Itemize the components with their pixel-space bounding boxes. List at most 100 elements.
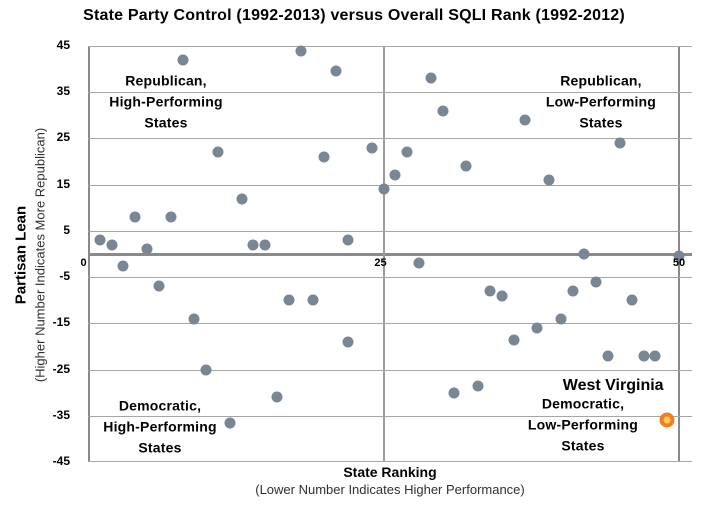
gridline-y-5 (88, 231, 692, 232)
data-point (295, 45, 307, 57)
quadrant-line: States (579, 114, 623, 131)
quadrant-line: Low-Performing (527, 416, 639, 433)
data-point (531, 322, 543, 334)
data-point (129, 211, 141, 223)
data-point (342, 234, 354, 246)
quadrant-line: Low-Performing (545, 93, 657, 110)
data-point (460, 160, 472, 172)
y-tick-label: -5 (59, 269, 70, 284)
data-point (437, 105, 449, 117)
data-point (425, 72, 437, 84)
data-point (649, 350, 661, 362)
data-point (165, 211, 177, 223)
y-tick-label: 15 (56, 176, 70, 191)
data-point (283, 294, 295, 306)
data-point (543, 174, 555, 186)
y-tick-label: 35 (56, 84, 70, 99)
data-point (247, 239, 259, 251)
data-point (307, 294, 319, 306)
gridline-x-25 (383, 46, 385, 462)
data-point (271, 391, 283, 403)
data-point (153, 280, 165, 292)
data-point (401, 146, 413, 158)
gridline-y--5 (88, 277, 692, 278)
data-point (200, 364, 212, 376)
quadrant-line: Democratic, (541, 395, 625, 412)
data-point (578, 248, 590, 260)
quadrant-line: Democratic, (118, 397, 202, 414)
y-tick-label: -35 (52, 407, 70, 422)
x-tick-label: 25 (374, 257, 387, 269)
quadrant-line: High-Performing (109, 93, 223, 110)
data-point (555, 313, 567, 325)
y-tick-label: -25 (52, 361, 70, 376)
data-point (484, 285, 496, 297)
data-point (602, 350, 614, 362)
data-point (94, 234, 106, 246)
y-tick-label: 25 (56, 130, 70, 145)
y-tick-label: -45 (52, 454, 70, 468)
data-point (330, 65, 342, 77)
data-point (378, 183, 389, 195)
data-point (117, 260, 129, 272)
data-point (472, 380, 484, 392)
data-point (567, 285, 579, 297)
quadrant-line: States (138, 439, 182, 456)
quadrant-label-democratic-low-performing: Democratic, Low-Performing States (528, 394, 638, 457)
data-point (236, 193, 248, 205)
quadrant-label-democratic-high-performing: Democratic, High-Performing States (103, 396, 216, 459)
data-point (638, 350, 650, 362)
quadrant-line: High-Performing (103, 418, 217, 435)
y-axis-subtitle: (Higher Number Indicates More Republican… (32, 127, 48, 383)
data-point (188, 313, 200, 325)
x-tick-label: 0 (80, 257, 87, 269)
data-point (626, 294, 638, 306)
data-point (508, 334, 520, 345)
gridline-y-15 (88, 185, 692, 186)
gridline-y-35 (88, 92, 692, 93)
plot-area: Republican, High-Performing States Repub… (88, 45, 692, 462)
y-axis-line (88, 46, 90, 462)
data-point (342, 336, 354, 348)
data-point (366, 142, 378, 154)
gridline-y--25 (88, 370, 692, 371)
data-point (318, 151, 330, 163)
data-point (448, 387, 460, 399)
data-point (141, 243, 153, 255)
zero-line (88, 253, 692, 256)
quadrant-label-republican-high-performing: Republican, High-Performing States (109, 71, 222, 134)
west-virginia-point (659, 412, 675, 428)
quadrant-line: States (561, 437, 605, 454)
west-virginia-label: West Virginia (562, 377, 664, 395)
data-point (106, 239, 118, 251)
y-tick-label: -15 (52, 315, 70, 330)
data-point (590, 276, 602, 288)
y-tick-label: 45 (56, 38, 70, 52)
gridline-y-45 (88, 46, 692, 47)
data-point (496, 290, 508, 302)
data-point (614, 137, 626, 149)
y-axis-title: Partisan Lean (12, 205, 30, 305)
quadrant-line: States (144, 114, 188, 131)
quadrant-label-republican-low-performing: Republican, Low-Performing States (546, 71, 656, 134)
data-point (413, 257, 425, 269)
data-point (224, 417, 236, 429)
data-point (389, 169, 401, 181)
quadrant-line: Republican, (125, 72, 207, 89)
gridline-y-25 (88, 138, 692, 139)
gridline-y--15 (88, 323, 692, 324)
data-point (212, 146, 224, 158)
data-point (259, 239, 271, 251)
x-axis-subtitle: (Lower Number Indicates Higher Performan… (255, 482, 525, 497)
gridline-y--35 (88, 416, 692, 417)
chart-title: State Party Control (1992-2013) versus O… (83, 7, 625, 24)
data-point (673, 250, 685, 262)
data-point (519, 114, 531, 126)
x-axis-title: State Ranking (343, 464, 437, 480)
data-point (177, 54, 189, 66)
x-tick-label: 50 (672, 257, 686, 269)
quadrant-line: Republican, (560, 72, 642, 89)
gridline-y--45 (88, 461, 692, 462)
y-tick-label: 5 (63, 222, 70, 237)
